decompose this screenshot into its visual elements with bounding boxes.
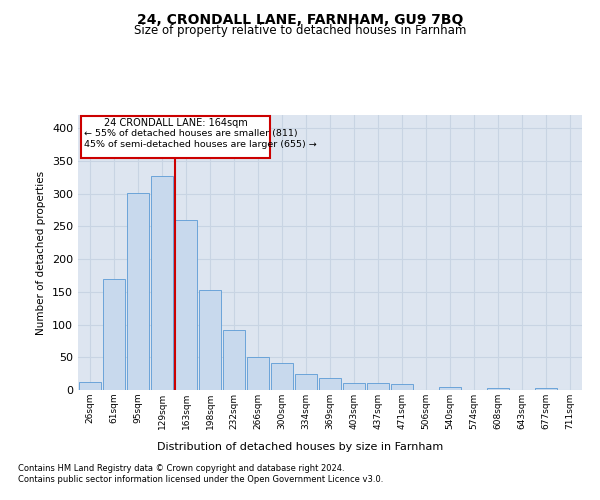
Bar [103,278,125,390]
Bar [535,388,557,390]
Bar [487,388,509,390]
Bar [79,382,101,390]
Text: ← 55% of detached houses are smaller (811): ← 55% of detached houses are smaller (81… [84,130,298,138]
Bar [199,290,221,390]
Text: Contains HM Land Registry data © Crown copyright and database right 2024.: Contains HM Land Registry data © Crown c… [18,464,344,473]
Bar [151,176,173,390]
Y-axis label: Number of detached properties: Number of detached properties [37,170,46,334]
Bar [223,330,245,390]
Text: 24 CRONDALL LANE: 164sqm: 24 CRONDALL LANE: 164sqm [104,118,247,128]
Text: Contains public sector information licensed under the Open Government Licence v3: Contains public sector information licen… [18,475,383,484]
Bar [175,220,197,390]
Bar [439,388,461,390]
Bar [295,374,317,390]
Bar [319,378,341,390]
Text: 45% of semi-detached houses are larger (655) →: 45% of semi-detached houses are larger (… [84,140,317,149]
Text: Distribution of detached houses by size in Farnham: Distribution of detached houses by size … [157,442,443,452]
Bar [367,384,389,390]
Bar [343,383,365,390]
Text: Size of property relative to detached houses in Farnham: Size of property relative to detached ho… [134,24,466,37]
Bar [247,358,269,390]
Bar [127,193,149,390]
Bar [391,384,413,390]
Text: 24, CRONDALL LANE, FARNHAM, GU9 7BQ: 24, CRONDALL LANE, FARNHAM, GU9 7BQ [137,12,463,26]
Bar [271,363,293,390]
